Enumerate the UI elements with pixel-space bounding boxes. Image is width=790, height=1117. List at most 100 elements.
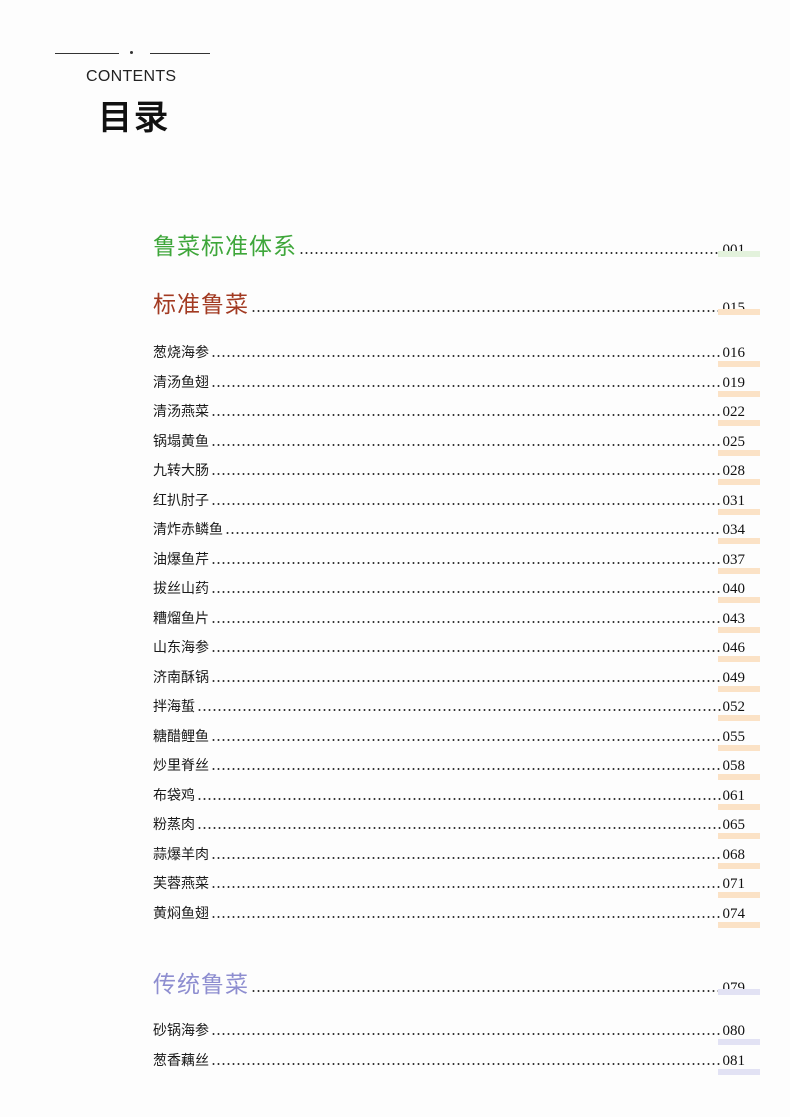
header-rule-left — [55, 53, 119, 54]
page-number: 081 — [722, 1052, 746, 1069]
toc-entry[interactable]: 清汤鱼翅 019 — [153, 372, 745, 392]
page-number: 022 — [722, 404, 746, 420]
toc-entry[interactable]: 蒜爆羊肉 068 — [153, 844, 745, 864]
page-number: 034 — [722, 522, 746, 538]
entry-title: 济南酥锅 — [153, 669, 209, 686]
entry-title: 山东海参 — [153, 640, 209, 656]
dot-leader — [211, 679, 721, 682]
page-color-tab — [718, 251, 760, 257]
entry-title: 拔丝山药 — [153, 581, 209, 597]
dot-leader — [211, 650, 721, 652]
section-heading[interactable]: 鲁菜标准体系 001 — [153, 227, 745, 261]
section-heading[interactable]: 标准鲁菜 015 — [153, 285, 745, 319]
contents-label: CONTENTS — [86, 68, 177, 85]
dot-leader — [211, 443, 721, 446]
page-number: 058 — [722, 758, 746, 774]
page-color-tab — [718, 892, 760, 898]
page-number: 080 — [722, 1023, 746, 1039]
toc-entry[interactable]: 芙蓉燕菜 071 — [153, 873, 745, 893]
page-number: 061 — [722, 787, 746, 804]
page-color-tab — [718, 1039, 760, 1045]
page-color-tab — [718, 479, 760, 485]
toc-entry[interactable]: 葱香藕丝 081 — [153, 1050, 745, 1070]
toc-entry[interactable]: 锅塌黄鱼 025 — [153, 431, 745, 451]
toc-entry[interactable]: 清炸赤鳞鱼 034 — [153, 519, 745, 539]
page-color-tab — [718, 989, 760, 995]
dot-leader — [225, 532, 721, 534]
entry-title: 砂锅海参 — [153, 1023, 209, 1039]
dot-leader — [211, 414, 721, 416]
page-color-tab — [718, 685, 760, 692]
page-color-tab — [718, 774, 760, 780]
entry-title: 传统鲁菜 — [153, 972, 249, 998]
entry-title: 油爆鱼芹 — [153, 551, 209, 568]
toc-entry[interactable]: 糖醋鲤鱼 055 — [153, 726, 745, 746]
dot-leader — [251, 990, 721, 992]
page-color-tab — [718, 361, 760, 367]
toc-entry[interactable]: 炒里脊丝 058 — [153, 755, 745, 775]
dot-leader — [211, 384, 721, 387]
page-number: 074 — [722, 905, 746, 922]
entry-title: 清汤鱼翅 — [153, 374, 209, 391]
page-color-tab — [718, 390, 760, 397]
dot-leader — [211, 1062, 721, 1065]
page-color-tab — [718, 833, 760, 839]
dot-leader — [211, 502, 721, 505]
entry-title: 锅塌黄鱼 — [153, 433, 209, 450]
page-number: 052 — [722, 699, 746, 715]
page-color-tab — [718, 1068, 760, 1075]
toc-entry[interactable]: 黄焖鱼翅 074 — [153, 903, 745, 923]
entry-title: 拌海蜇 — [153, 699, 195, 715]
entry-title: 芙蓉燕菜 — [153, 876, 209, 892]
entry-title: 葱香藕丝 — [153, 1052, 209, 1069]
entry-title: 布袋鸡 — [153, 787, 195, 804]
page-color-tab — [718, 656, 760, 662]
page-number: 016 — [722, 345, 746, 361]
page-color-tab — [718, 508, 760, 515]
entry-title: 九转大肠 — [153, 463, 209, 479]
dot-leader — [211, 561, 721, 564]
header-dot — [130, 51, 133, 54]
page-color-tab — [718, 420, 760, 426]
page-color-tab — [718, 567, 760, 574]
entry-title: 清汤燕菜 — [153, 404, 209, 420]
page-number: 065 — [722, 817, 746, 833]
page-color-tab — [718, 744, 760, 751]
toc-entry[interactable]: 拌海蜇 052 — [153, 696, 745, 716]
toc-entry[interactable]: 布袋鸡 061 — [153, 785, 745, 805]
page-title: 目录 — [98, 98, 170, 138]
toc-entry[interactable]: 清汤燕菜 022 — [153, 401, 745, 421]
toc-entry[interactable]: 油爆鱼芹 037 — [153, 549, 745, 569]
toc-entry[interactable]: 砂锅海参 080 — [153, 1020, 745, 1040]
toc-entry[interactable]: 山东海参 046 — [153, 637, 745, 657]
dot-leader — [211, 591, 721, 593]
toc-entry[interactable]: 红扒肘子 031 — [153, 490, 745, 510]
page-number: 071 — [722, 876, 746, 892]
page-color-tab — [718, 921, 760, 928]
page-color-tab — [718, 803, 760, 810]
toc-entry[interactable]: 济南酥锅 049 — [153, 667, 745, 687]
entry-title: 蒜爆羊肉 — [153, 846, 209, 863]
page-number: 046 — [722, 640, 746, 656]
toc-entry[interactable]: 糟熘鱼片 043 — [153, 608, 745, 628]
toc-entry[interactable]: 葱烧海参 016 — [153, 342, 745, 362]
toc-entry[interactable]: 九转大肠 028 — [153, 460, 745, 480]
page-number: 028 — [722, 463, 746, 479]
section-heading[interactable]: 传统鲁菜 079 — [153, 965, 745, 999]
dot-leader — [211, 355, 721, 357]
dot-leader — [211, 915, 721, 918]
toc-entry[interactable]: 粉蒸肉 065 — [153, 814, 745, 834]
page-number: 068 — [722, 846, 746, 863]
dot-leader — [197, 827, 721, 829]
dot-leader — [197, 797, 721, 800]
toc-entry[interactable]: 拔丝山药 040 — [153, 578, 745, 598]
page-number: 049 — [722, 669, 746, 686]
entry-title: 黄焖鱼翅 — [153, 905, 209, 922]
page-color-tab — [718, 626, 760, 633]
dot-leader — [211, 738, 721, 741]
page-number: 040 — [722, 581, 746, 597]
entry-title: 粉蒸肉 — [153, 817, 195, 833]
entry-title: 糖醋鲤鱼 — [153, 728, 209, 745]
entry-title: 红扒肘子 — [153, 492, 209, 509]
page-number: 037 — [722, 551, 746, 568]
